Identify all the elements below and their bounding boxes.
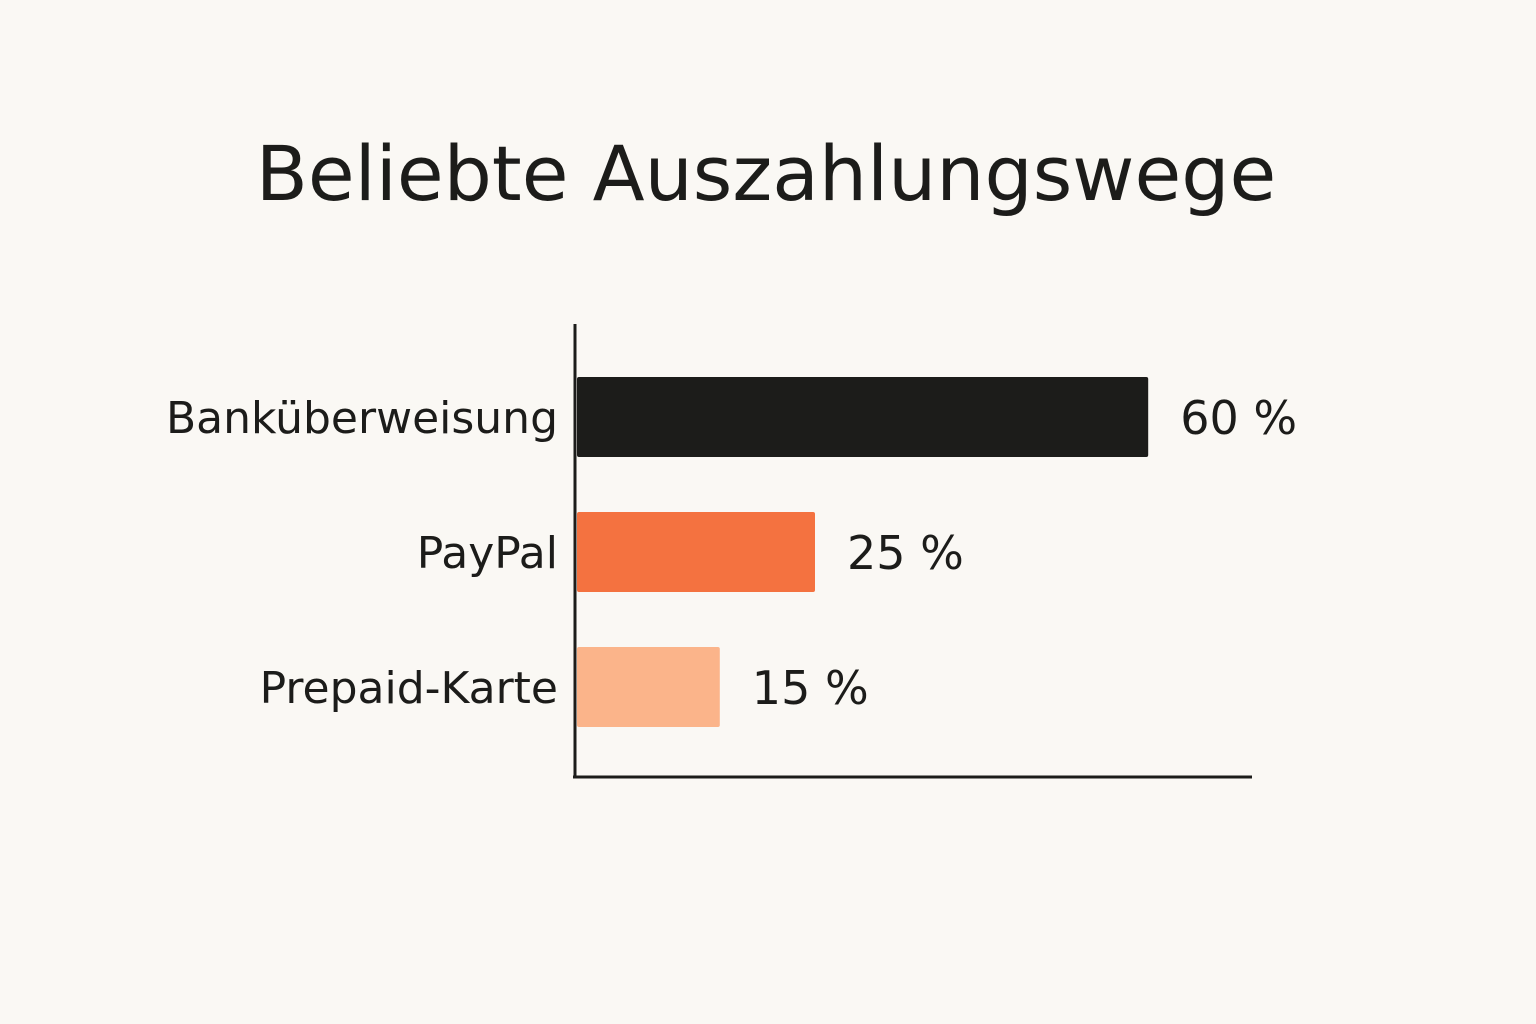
category-label-3: Prepaid-Karte <box>260 663 558 714</box>
category-label-2: PayPal <box>417 528 558 579</box>
value-label-2: 25 % <box>847 526 964 580</box>
bar-3 <box>577 647 720 727</box>
bar-1 <box>577 377 1149 457</box>
bars-layer: Banküberweisung 60 % PayPal 25 % Prepaid-Kar… <box>166 377 1297 727</box>
value-label-3: 15 % <box>752 661 869 715</box>
chart-title: Beliebte Auszahlungswege <box>256 129 1276 218</box>
category-label-1: Banküberweisung <box>166 393 558 444</box>
value-label-1: 60 % <box>1180 391 1297 445</box>
bar-2 <box>577 512 815 592</box>
